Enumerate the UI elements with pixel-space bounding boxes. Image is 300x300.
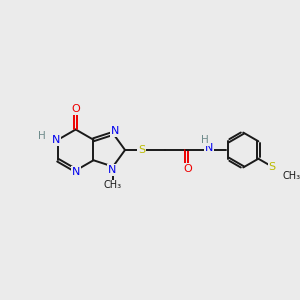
Text: N: N xyxy=(108,165,116,175)
Text: H: H xyxy=(201,135,208,146)
Text: N: N xyxy=(71,167,80,177)
Text: CH₃: CH₃ xyxy=(104,180,122,190)
Text: S: S xyxy=(268,162,276,172)
Text: CH₃: CH₃ xyxy=(282,171,300,182)
Text: S: S xyxy=(138,145,146,155)
Text: N: N xyxy=(111,126,119,136)
Text: N: N xyxy=(205,143,213,153)
Text: O: O xyxy=(183,164,192,174)
Text: N: N xyxy=(52,135,60,145)
Text: O: O xyxy=(71,104,80,114)
Text: H: H xyxy=(38,131,45,141)
